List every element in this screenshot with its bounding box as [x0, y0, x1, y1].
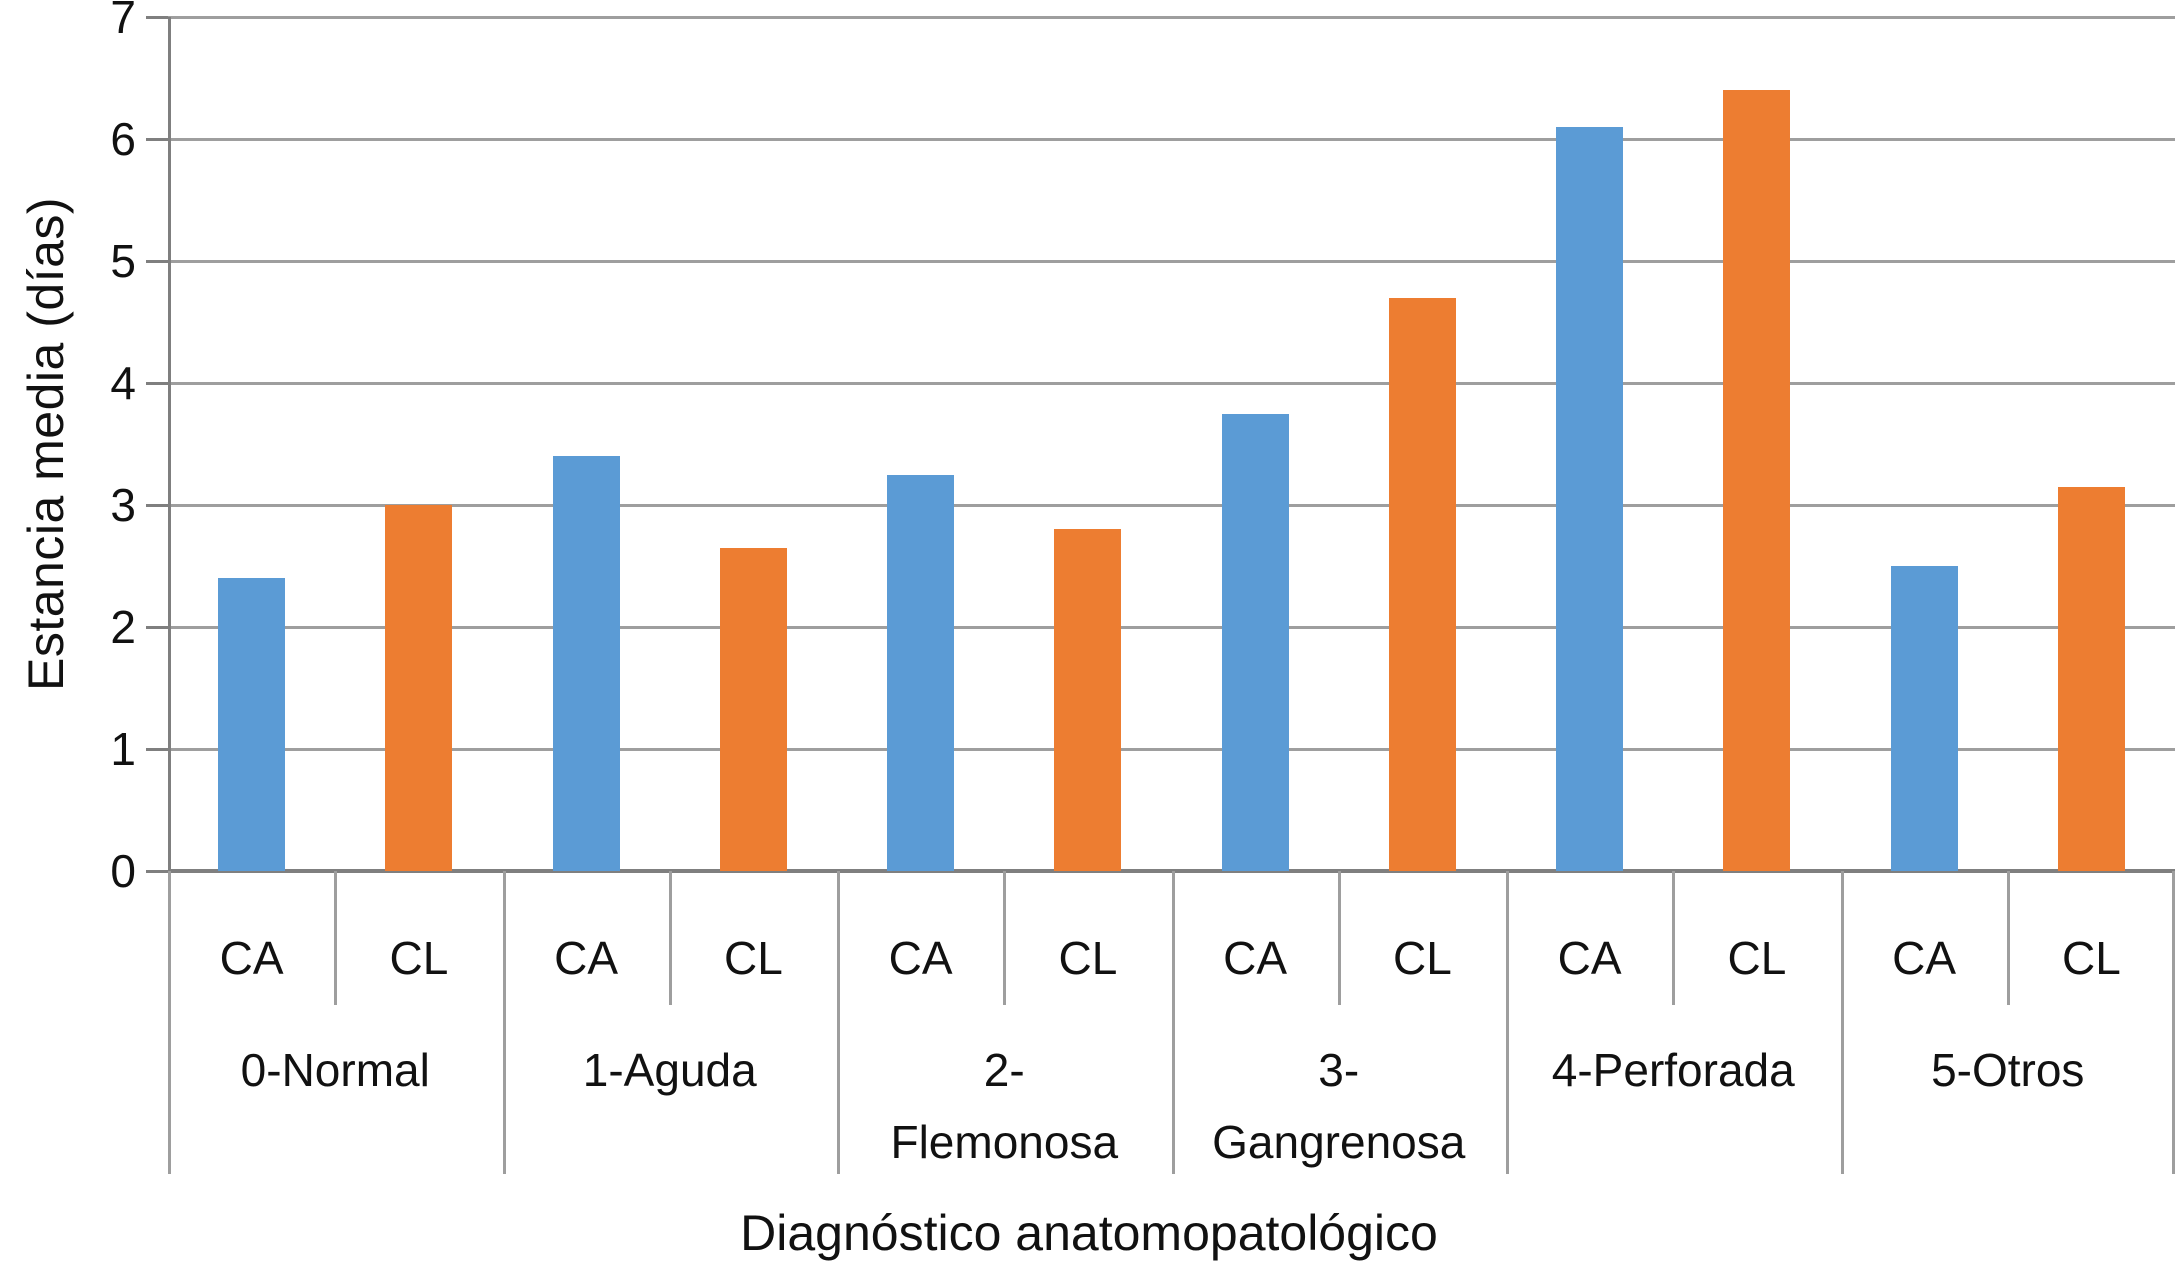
bar-ca-2-Flemonosa — [887, 474, 955, 871]
subcategory-separator-4 — [1672, 871, 1676, 1005]
y-axis-line — [168, 17, 171, 871]
bar-cl-4-Perforada — [1723, 90, 1791, 871]
y-tick-label-2: 2 — [110, 601, 136, 653]
category-separator-1 — [502, 871, 506, 1174]
category-separator-0 — [168, 871, 171, 1174]
y-tick-label-4: 4 — [110, 357, 136, 409]
subcategory-separator-3 — [1337, 871, 1341, 1005]
bar-ca-0-Normal — [218, 578, 286, 871]
y-tick-3 — [146, 504, 168, 507]
category-label-4: 4-Perforada — [1551, 1044, 1795, 1096]
category-label-3: 3- — [1318, 1044, 1360, 1096]
bar-sublabel-cl-5: CL — [2061, 932, 2121, 984]
bar-ca-4-Perforada — [1556, 126, 1624, 871]
category-separator-5 — [1840, 871, 1844, 1174]
y-tick-label-1: 1 — [110, 723, 136, 775]
y-tick-0 — [146, 870, 168, 873]
gridline-3 — [168, 504, 2175, 507]
category-label-2: 2- — [983, 1044, 1025, 1096]
bar-sublabel-ca-3: CA — [1223, 932, 1288, 984]
category-separator-3 — [1171, 871, 1175, 1174]
bar-sublabel-ca-2: CA — [888, 932, 953, 984]
subcategory-separator-2 — [1003, 871, 1007, 1005]
y-tick-1 — [146, 748, 168, 751]
bar-sublabel-cl-0: CL — [389, 932, 449, 984]
gridline-6 — [168, 138, 2175, 141]
bar-cl-5-Otros — [2057, 486, 2125, 871]
category-separator-4 — [1506, 871, 1509, 1174]
y-tick-label-7: 7 — [110, 0, 136, 43]
y-tick-5 — [146, 260, 168, 263]
y-tick-6 — [146, 138, 168, 141]
bar-sublabel-cl-2: CL — [1058, 932, 1118, 984]
gridline-4 — [168, 382, 2175, 385]
gridline-5 — [168, 260, 2175, 263]
y-tick-label-0: 0 — [110, 845, 136, 897]
bar-sublabel-cl-3: CL — [1392, 932, 1452, 984]
subcategory-separator-0 — [334, 871, 338, 1005]
subcategory-separator-1 — [668, 871, 672, 1005]
y-tick-label-3: 3 — [110, 479, 136, 531]
gridline-2 — [168, 626, 2175, 629]
y-tick-4 — [146, 382, 168, 385]
gridline-1 — [168, 748, 2175, 751]
bar-ca-3-Gangrenosa — [1221, 413, 1289, 871]
bar-cl-3-Gangrenosa — [1388, 297, 1456, 871]
bar-ca-5-Otros — [1890, 566, 1958, 871]
category-label-2-line2: Flemonosa — [890, 1116, 1119, 1168]
category-separator-6 — [2172, 871, 2175, 1174]
category-label-0: 0-Normal — [240, 1044, 430, 1096]
bar-cl-2-Flemonosa — [1054, 529, 1122, 871]
category-label-1: 1-Aguda — [582, 1044, 757, 1096]
bar-cl-0-Normal — [385, 505, 453, 871]
subcategory-separator-5 — [2006, 871, 2010, 1005]
bar-sublabel-cl-4: CL — [1727, 932, 1787, 984]
x-axis-title: Diagnóstico anatomopatológico — [740, 1205, 1438, 1261]
y-tick-label-6: 6 — [110, 113, 136, 165]
bar-ca-1-Aguda — [552, 456, 620, 871]
bar-sublabel-ca-4: CA — [1557, 932, 1622, 984]
plot-area — [168, 16, 2175, 871]
category-label-3-line2: Gangrenosa — [1212, 1116, 1466, 1168]
bar-sublabel-ca-5: CA — [1892, 932, 1957, 984]
bar-cl-1-Aguda — [719, 547, 787, 871]
bar-sublabel-ca-0: CA — [219, 932, 284, 984]
gridline-7 — [168, 16, 2175, 19]
y-tick-2 — [146, 626, 168, 629]
category-separator-2 — [837, 871, 840, 1174]
bar-sublabel-ca-1: CA — [554, 932, 619, 984]
category-label-5: 5-Otros — [1931, 1044, 2085, 1096]
bar-sublabel-cl-1: CL — [723, 932, 783, 984]
y-tick-7 — [146, 16, 168, 19]
y-tick-label-5: 5 — [110, 235, 136, 287]
